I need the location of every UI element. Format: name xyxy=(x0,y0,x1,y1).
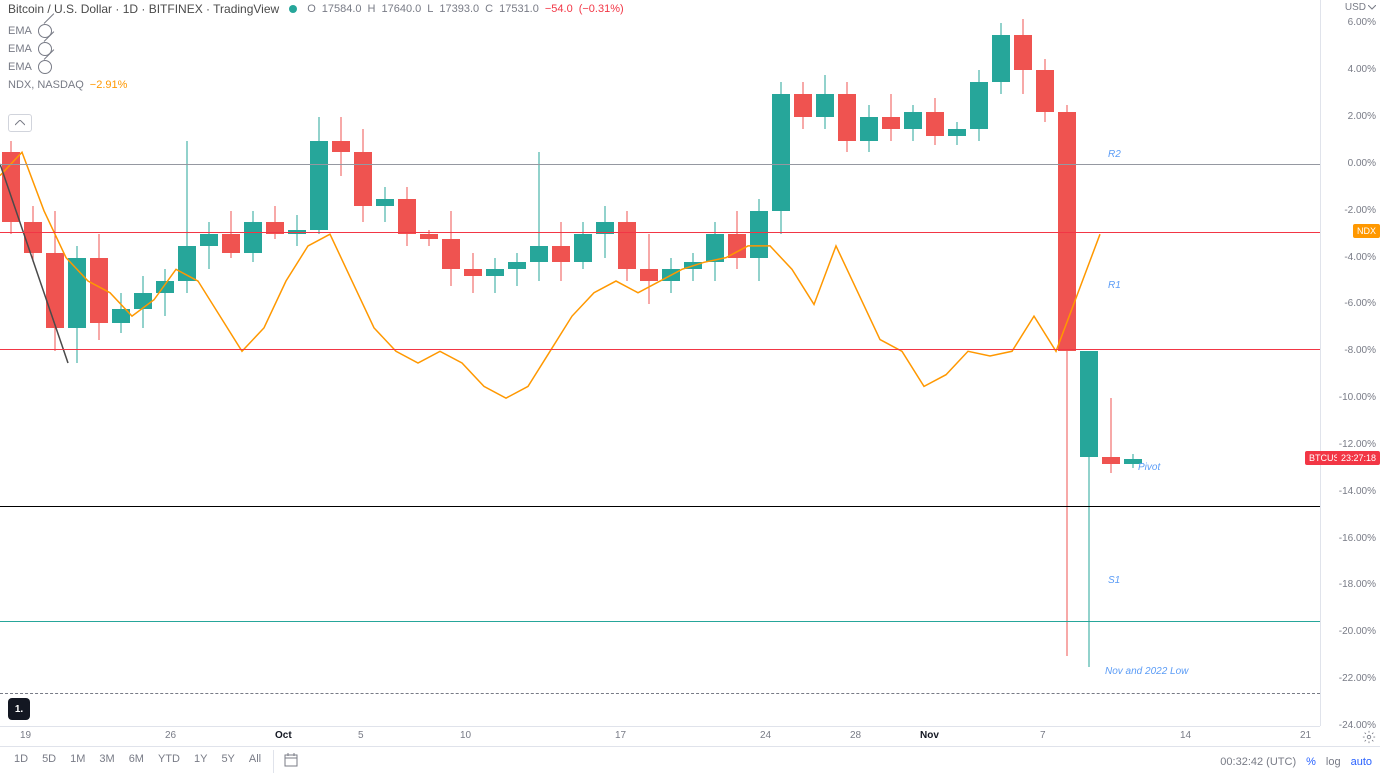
timeframe-5y[interactable]: 5Y xyxy=(215,750,240,773)
horizontal-line[interactable] xyxy=(0,621,1320,622)
settings-icon[interactable] xyxy=(1362,730,1376,744)
time-tag: 23:27:18 xyxy=(1337,451,1380,465)
time-axis[interactable]: 19 26 Oct 5 10 17 24 28 Nov 7 14 21 xyxy=(0,726,1320,746)
x-tick-label: 24 xyxy=(760,730,771,741)
horizontal-line[interactable] xyxy=(0,349,1320,350)
horizontal-line[interactable] xyxy=(0,232,1320,233)
timeframe-1m[interactable]: 1M xyxy=(64,750,91,773)
timeframe-selector: 1D5D1M3M6MYTD1Y5YAll xyxy=(8,750,304,773)
calendar-icon[interactable] xyxy=(273,750,304,773)
x-tick-label: 7 xyxy=(1040,730,1046,741)
x-tick-label: 21 xyxy=(1300,730,1311,741)
x-tick-label: 28 xyxy=(850,730,861,741)
y-tick-label: -12.00% xyxy=(1325,439,1376,450)
timeframe-all[interactable]: All xyxy=(243,750,267,773)
tradingview-logo[interactable]: 1. xyxy=(8,698,30,720)
x-tick-label: 26 xyxy=(165,730,176,741)
y-tick-label: -14.00% xyxy=(1325,486,1376,497)
chart-annotation[interactable]: R2 xyxy=(1108,149,1121,160)
clock-display[interactable]: 00:32:42 (UTC) xyxy=(1220,756,1296,768)
x-tick-label: 19 xyxy=(20,730,31,741)
y-tick-label: 2.00% xyxy=(1325,111,1376,122)
timeframe-1d[interactable]: 1D xyxy=(8,750,34,773)
chart-pane[interactable] xyxy=(0,0,1320,726)
chart-annotation[interactable]: Nov and 2022 Low xyxy=(1105,666,1188,677)
y-tick-label: 4.00% xyxy=(1325,64,1376,75)
y-tick-label: -8.00% xyxy=(1325,345,1376,356)
log-scale-toggle[interactable]: log xyxy=(1326,756,1341,768)
x-tick-label: Oct xyxy=(275,730,292,741)
x-tick-label: 14 xyxy=(1180,730,1191,741)
currency-selector[interactable]: USD xyxy=(1345,2,1376,13)
y-tick-label: -6.00% xyxy=(1325,298,1376,309)
timeframe-6m[interactable]: 6M xyxy=(123,750,150,773)
chart-annotation[interactable]: S1 xyxy=(1108,575,1120,586)
horizontal-line[interactable] xyxy=(0,506,1320,507)
x-tick-label: 17 xyxy=(615,730,626,741)
timeframe-ytd[interactable]: YTD xyxy=(152,750,186,773)
timeframe-5d[interactable]: 5D xyxy=(36,750,62,773)
ndx-overlay-line xyxy=(0,0,1320,726)
bottom-toolbar: 1D5D1M3M6MYTD1Y5YAll 00:32:42 (UTC) % lo… xyxy=(0,746,1380,776)
y-tick-label: -10.00% xyxy=(1325,392,1376,403)
x-tick-label: 10 xyxy=(460,730,471,741)
y-tick-label: -18.00% xyxy=(1325,579,1376,590)
y-tick-label: -4.00% xyxy=(1325,252,1376,263)
horizontal-line[interactable] xyxy=(0,693,1320,694)
y-tick-label: -20.00% xyxy=(1325,626,1376,637)
auto-scale-toggle[interactable]: auto xyxy=(1351,756,1372,768)
y-tick-label: 0.00% xyxy=(1325,158,1376,169)
percent-toggle[interactable]: % xyxy=(1306,756,1316,768)
x-tick-label: Nov xyxy=(920,730,939,741)
chevron-down-icon xyxy=(1368,5,1376,10)
x-tick-label: 5 xyxy=(358,730,364,741)
ndx-tag: NDX xyxy=(1353,224,1380,238)
chart-annotation[interactable]: Pivot xyxy=(1138,462,1160,473)
y-tick-label: 6.00% xyxy=(1325,17,1376,28)
y-tick-label: -2.00% xyxy=(1325,205,1376,216)
horizontal-line[interactable] xyxy=(0,164,1320,165)
price-axis[interactable]: USD 6.00% 4.00% 2.00% 0.00% -2.00% -4.00% -6.0… xyxy=(1320,0,1380,726)
chart-annotation[interactable]: R1 xyxy=(1108,280,1121,291)
timeframe-3m[interactable]: 3M xyxy=(93,750,120,773)
y-tick-label: -16.00% xyxy=(1325,533,1376,544)
y-tick-label: -22.00% xyxy=(1325,673,1376,684)
timeframe-1y[interactable]: 1Y xyxy=(188,750,213,773)
